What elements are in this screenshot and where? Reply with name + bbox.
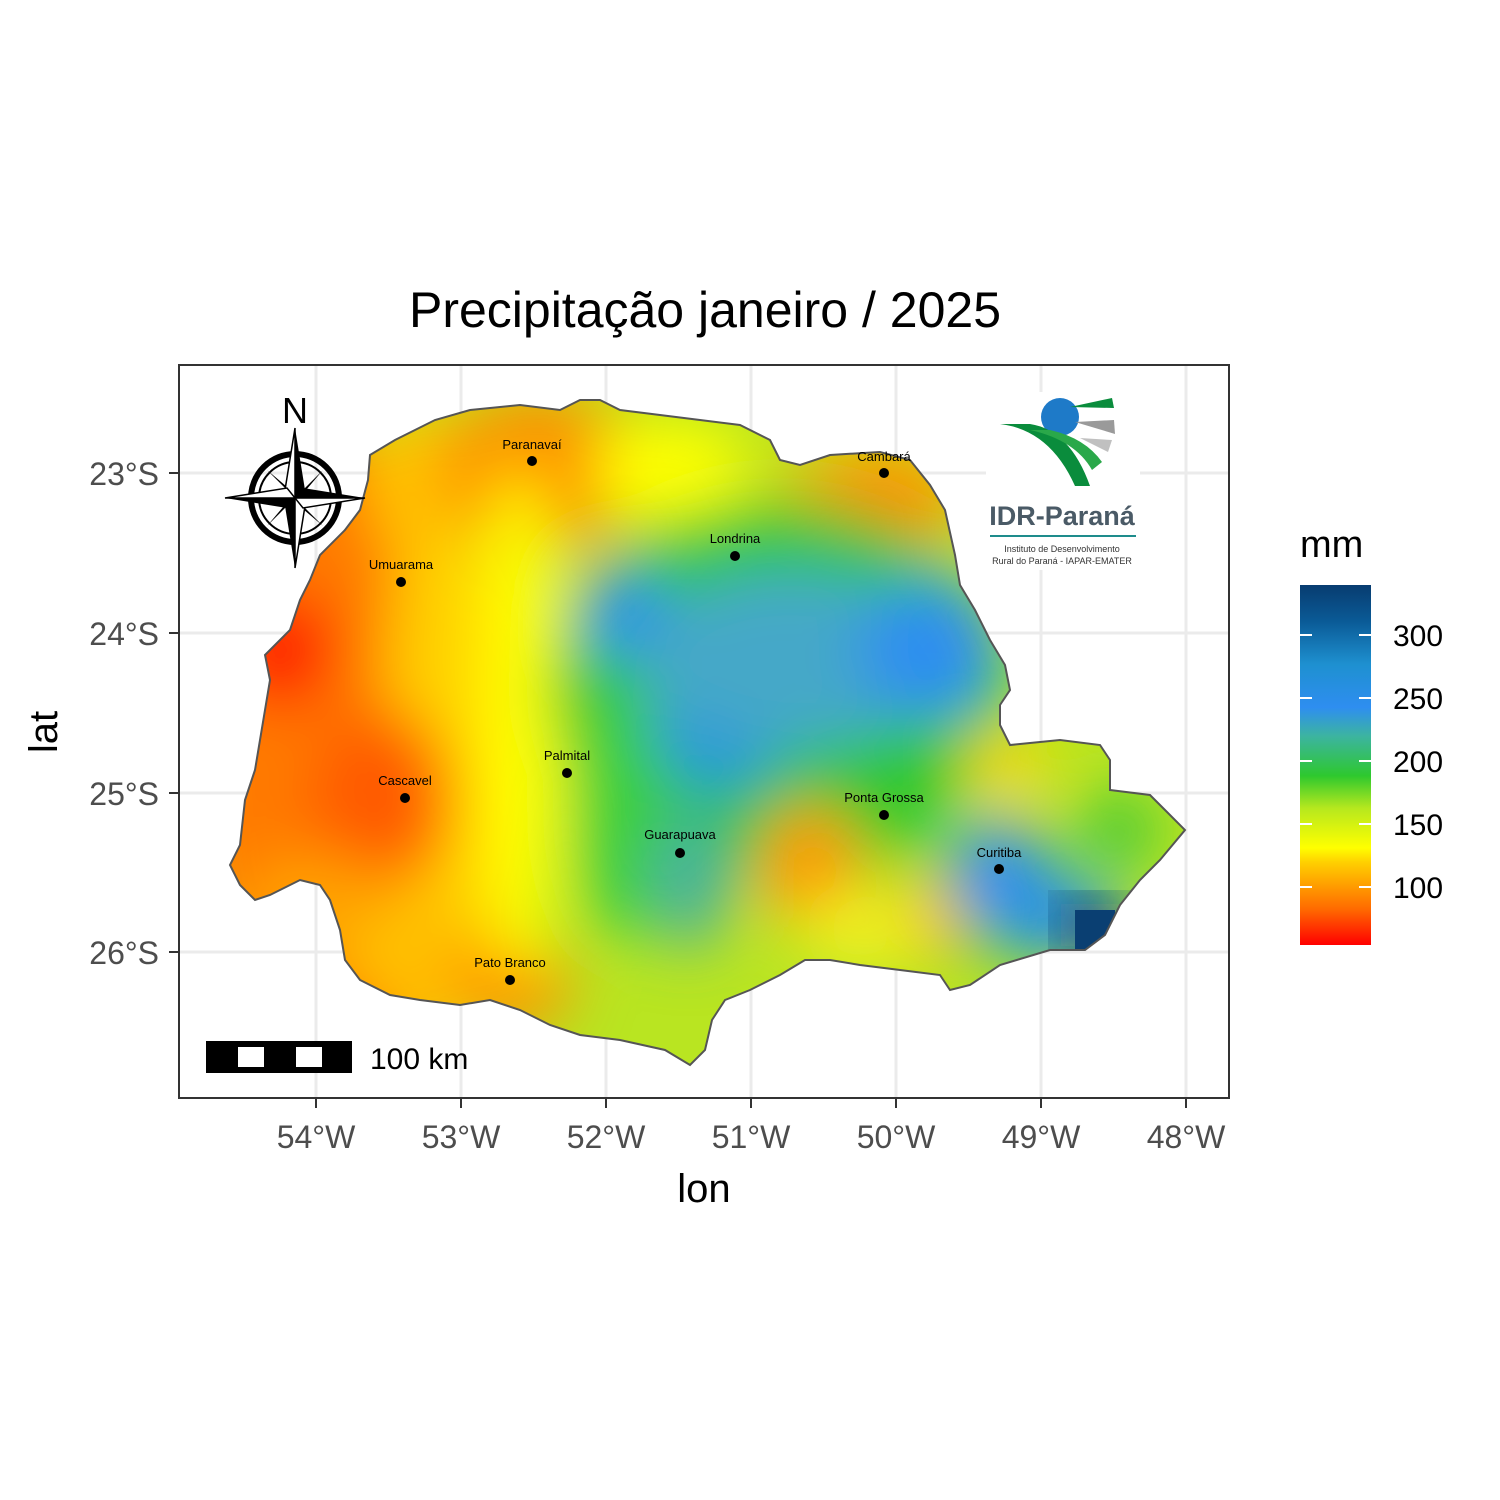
city-dot	[527, 456, 537, 466]
logo-swoosh-icon	[1000, 424, 1090, 486]
x-axis-title: lon	[677, 1167, 730, 1211]
city-dot	[994, 864, 1004, 874]
compass-rose-icon: N	[224, 390, 366, 569]
y-tick-label: 23°S	[89, 456, 159, 492]
idr-parana-logo: IDR-Paraná Instituto de Desenvolvimento …	[986, 392, 1140, 570]
legend: mm 300 250 200 150 100	[1300, 524, 1443, 945]
x-tick-label: 53°W	[422, 1119, 501, 1155]
city-label: Curitiba	[977, 845, 1023, 860]
x-tick-label: 49°W	[1002, 1119, 1081, 1155]
city-label: Londrina	[710, 531, 761, 546]
legend-label: 250	[1393, 683, 1443, 716]
legend-label: 100	[1393, 872, 1443, 905]
city-dot	[730, 551, 740, 561]
city-dot	[562, 768, 572, 778]
x-tick-label: 52°W	[567, 1119, 646, 1155]
state-outline	[228, 399, 1187, 1067]
y-tick-label: 26°S	[89, 935, 159, 971]
city-dot	[879, 810, 889, 820]
x-tick-label: 51°W	[712, 1119, 791, 1155]
y-tick-label: 25°S	[89, 776, 159, 812]
logo-subtitle: Instituto de Desenvolvimento	[1004, 544, 1120, 554]
logo-subtitle: Rural do Paraná - IAPAR-EMATER	[992, 556, 1132, 566]
legend-colorbar	[1300, 585, 1371, 945]
plot-panel-border	[178, 364, 1230, 1099]
city-label: Umuarama	[369, 557, 434, 572]
city-dot	[675, 848, 685, 858]
city-label: Pato Branco	[474, 955, 546, 970]
map-title: Precipitação janeiro / 2025	[409, 282, 1001, 338]
city-dot	[505, 975, 515, 985]
city-label: Cascavel	[378, 773, 432, 788]
x-tick-label: 48°W	[1147, 1119, 1226, 1155]
legend-label: 150	[1393, 809, 1443, 842]
city-markers: Paranavaí Cambará Londrina Umuarama Palm…	[369, 437, 1022, 985]
y-tick-label: 24°S	[89, 616, 159, 652]
legend-title: mm	[1300, 524, 1363, 566]
axis-ticks	[169, 472, 1187, 1108]
compass-north-label: N	[282, 390, 308, 431]
logo-sphere-icon	[1041, 398, 1079, 436]
city-label: Cambará	[857, 449, 911, 464]
city-label: Ponta Grossa	[844, 790, 924, 805]
city-dot	[396, 577, 406, 587]
logo-name: IDR-Paraná	[989, 501, 1136, 531]
legend-label: 300	[1393, 620, 1443, 653]
city-dot	[400, 793, 410, 803]
city-label: Paranavaí	[502, 437, 562, 452]
x-tick-label: 54°W	[277, 1119, 356, 1155]
x-tick-label: 50°W	[857, 1119, 936, 1155]
city-label: Palmital	[544, 748, 590, 763]
scale-bar: 100 km	[206, 1041, 468, 1076]
city-label: Guarapuava	[644, 827, 716, 842]
legend-label: 200	[1393, 746, 1443, 779]
scale-bar-label: 100 km	[370, 1043, 468, 1076]
y-axis-title: lat	[22, 711, 66, 753]
city-dot	[879, 468, 889, 478]
